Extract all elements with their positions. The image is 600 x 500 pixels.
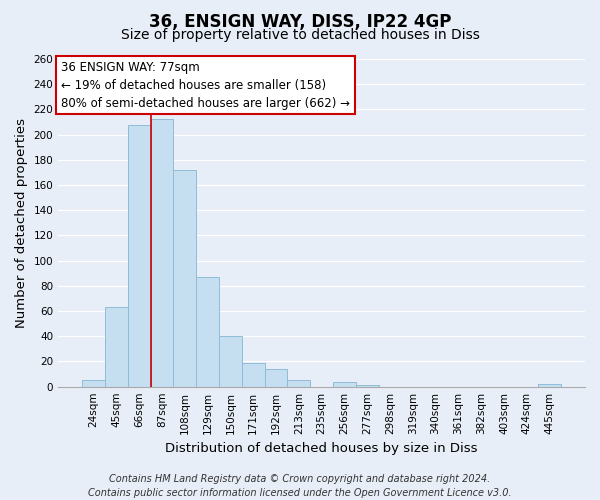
Bar (219, 336, 242, 386)
Text: 36 ENSIGN WAY: 77sqm
← 19% of detached houses are smaller (158)
80% of semi-deta: 36 ENSIGN WAY: 77sqm ← 19% of detached h… (61, 60, 350, 110)
Bar (265, 369, 287, 386)
Bar (538, 384, 561, 386)
Bar (196, 277, 219, 386)
Text: Contains HM Land Registry data © Crown copyright and database right 2024.
Contai: Contains HM Land Registry data © Crown c… (88, 474, 512, 498)
Bar (82, 380, 105, 386)
Bar (173, 170, 196, 386)
Bar (287, 380, 310, 386)
Bar (105, 308, 128, 386)
Text: 36, ENSIGN WAY, DISS, IP22 4GP: 36, ENSIGN WAY, DISS, IP22 4GP (149, 12, 451, 30)
Bar (151, 120, 173, 386)
Text: Size of property relative to detached houses in Diss: Size of property relative to detached ho… (121, 28, 479, 42)
Bar (333, 382, 356, 386)
Bar (128, 124, 151, 386)
X-axis label: Distribution of detached houses by size in Diss: Distribution of detached houses by size … (166, 442, 478, 455)
Y-axis label: Number of detached properties: Number of detached properties (15, 118, 28, 328)
Bar (242, 362, 265, 386)
